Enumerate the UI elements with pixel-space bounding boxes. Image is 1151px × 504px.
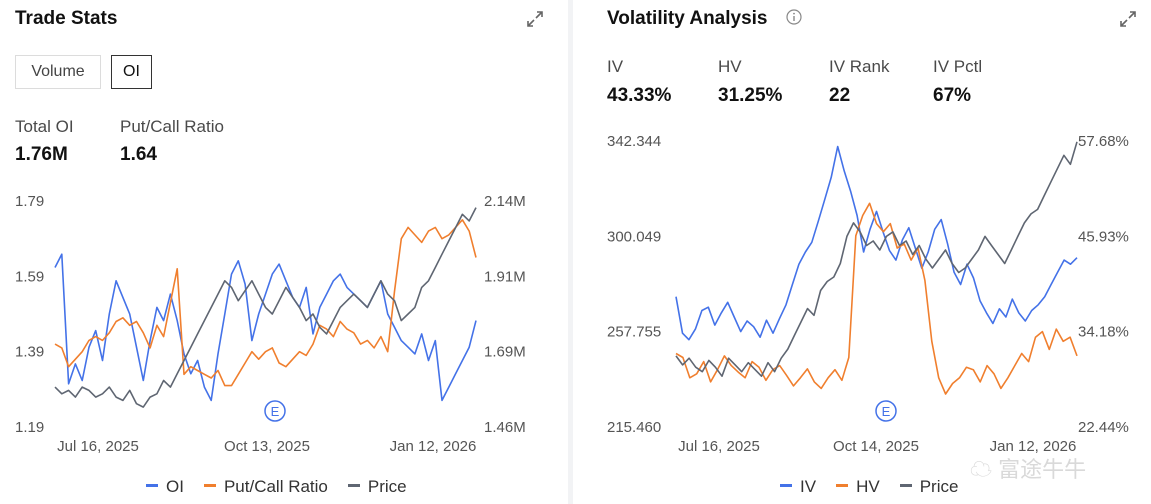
- volatility-legend: IV HV Price: [780, 477, 978, 497]
- y-right-tick-label: 22.44%: [1078, 419, 1129, 436]
- expand-icon[interactable]: [525, 9, 545, 29]
- iv-rank-label: IV Rank: [829, 57, 890, 76]
- earnings-marker-label: E: [271, 404, 280, 419]
- legend-label-hv: HV: [856, 477, 880, 496]
- x-tick-label: Jan 12, 2026: [390, 438, 477, 455]
- y-left-tick-label: 1.39: [15, 344, 44, 361]
- oi-toggle-button[interactable]: OI: [111, 55, 152, 89]
- earnings-marker-label: E: [882, 404, 891, 419]
- x-tick-label: Jan 12, 2026: [990, 438, 1077, 455]
- series-line-price: [675, 141, 1078, 378]
- y-left-tick-label: 1.59: [15, 268, 44, 285]
- y-right-tick-label: 1.46M: [484, 419, 526, 436]
- y-left-tick-label: 215.460: [607, 419, 661, 436]
- y-left-tick-label: 257.755: [607, 324, 661, 341]
- legend-item-price[interactable]: Price: [347, 477, 407, 497]
- series-line-price: [54, 207, 477, 408]
- legend-item-oi[interactable]: OI: [146, 477, 184, 497]
- series-line-iv: [675, 145, 1078, 341]
- put-call-ratio-value: 1.64: [120, 144, 157, 165]
- x-tick-label: Jul 16, 2025: [678, 438, 760, 455]
- y-left-tick-label: 1.19: [15, 419, 44, 436]
- trade-stats-title: Trade Stats: [15, 8, 118, 29]
- legend-label-oi: OI: [166, 477, 184, 496]
- y-right-tick-label: 1.91M: [484, 268, 526, 285]
- y-left-tick-label: 300.049: [607, 228, 661, 245]
- iv-rank-value: 22: [829, 85, 851, 106]
- iv-pctl-value: 67%: [933, 85, 972, 106]
- y-right-tick-label: 45.93%: [1078, 228, 1129, 245]
- legend-item-iv[interactable]: IV: [780, 477, 816, 497]
- x-tick-label: Oct 14, 2025: [833, 438, 919, 455]
- earnings-marker-icon[interactable]: E: [875, 400, 897, 422]
- hv-label: HV: [718, 57, 742, 76]
- x-tick-label: Oct 13, 2025: [224, 438, 310, 455]
- series-line-put-call-ratio: [54, 219, 477, 387]
- legend-item-put-call-ratio[interactable]: Put/Call Ratio: [203, 477, 328, 497]
- iv-value: 43.33%: [607, 85, 672, 106]
- legend-item-price[interactable]: Price: [899, 477, 959, 497]
- trade-stats-legend: OI Put/Call Ratio Price: [146, 477, 427, 497]
- volatility-chart: 342.344 300.049 257.755 215.460 57.68% 45.93%…: [607, 133, 1129, 455]
- earnings-marker-icon[interactable]: E: [264, 400, 286, 422]
- y-right-tick-label: 2.14M: [484, 193, 526, 210]
- trade-stats-chart: 1.79 1.59 1.39 1.19 2.14M 1.91M 1.69M 1.46M Jul …: [15, 193, 526, 455]
- volatility-panel: Volatility Analysis IV 43.33% HV 31.25% …: [573, 0, 1151, 504]
- expand-icon[interactable]: [1118, 9, 1138, 29]
- hv-value: 31.25%: [718, 85, 783, 106]
- volume-toggle-button[interactable]: Volume: [15, 55, 101, 89]
- legend-label-price: Price: [367, 477, 407, 496]
- legend-label-put-call-ratio: Put/Call Ratio: [223, 477, 328, 496]
- legend-item-hv[interactable]: HV: [836, 477, 880, 497]
- x-tick-label: Jul 16, 2025: [57, 438, 139, 455]
- series-line-hv: [675, 202, 1078, 395]
- y-left-tick-label: 1.79: [15, 193, 44, 210]
- y-left-tick-label: 342.344: [607, 133, 661, 150]
- series-line-oi: [54, 253, 477, 402]
- legend-label-price: Price: [919, 477, 959, 496]
- volatility-title: Volatility Analysis: [607, 8, 768, 29]
- put-call-ratio-label: Put/Call Ratio: [120, 117, 224, 136]
- total-oi-value: 1.76M: [15, 144, 68, 165]
- iv-pctl-label: IV Pctl: [933, 57, 983, 76]
- trade-stats-panel: Trade Stats Volume OI Total OI 1.76M Put…: [0, 0, 568, 504]
- watermark-logo: ☁ 富途牛牛: [970, 457, 1087, 482]
- iv-label: IV: [607, 57, 624, 76]
- y-right-tick-label: 1.69M: [484, 344, 526, 361]
- info-icon[interactable]: [786, 9, 802, 25]
- y-right-tick-label: 34.18%: [1078, 324, 1129, 341]
- legend-label-iv: IV: [800, 477, 817, 496]
- total-oi-label: Total OI: [15, 117, 74, 136]
- y-right-tick-label: 57.68%: [1078, 133, 1129, 150]
- watermark-text: 富途牛牛: [998, 457, 1087, 482]
